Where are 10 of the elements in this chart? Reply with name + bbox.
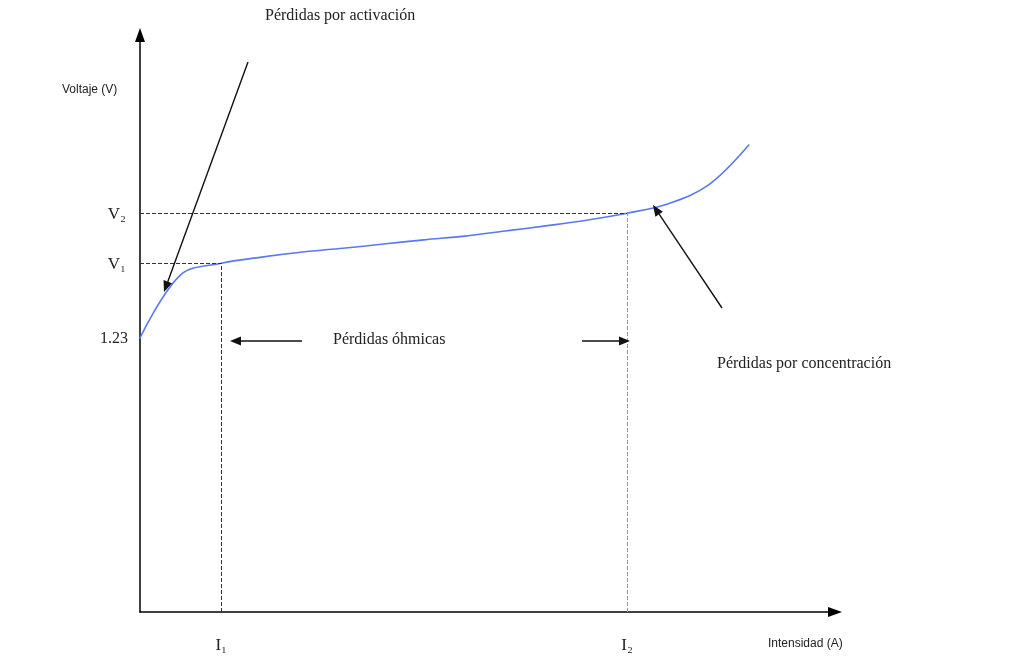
x-tick-label: I₁	[215, 635, 227, 654]
y-axis-title: Voltaje (V)	[62, 82, 118, 96]
ref-line-label: V₂	[107, 203, 126, 223]
annotation: Pérdidas por concentración	[717, 354, 892, 372]
x-tick-label: I₂	[621, 635, 633, 654]
text: Pérdidas por activación	[265, 6, 416, 24]
ref-line-label: V₁	[107, 253, 126, 273]
text: 1.23	[100, 329, 128, 347]
x-axis-title: Intensidad (A)	[768, 636, 843, 650]
annotation: Pérdidas óhmicas	[333, 330, 446, 348]
